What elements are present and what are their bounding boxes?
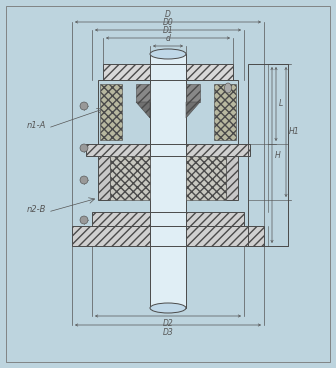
Polygon shape bbox=[136, 102, 150, 118]
Bar bbox=[98, 156, 110, 200]
Bar bbox=[92, 212, 150, 226]
Polygon shape bbox=[186, 102, 200, 118]
Text: D: D bbox=[165, 10, 171, 19]
Bar bbox=[186, 80, 238, 150]
Text: d: d bbox=[166, 34, 170, 43]
Text: L: L bbox=[279, 99, 283, 109]
Bar bbox=[186, 226, 264, 246]
Bar bbox=[186, 212, 244, 226]
Bar bbox=[103, 64, 150, 80]
Ellipse shape bbox=[80, 144, 88, 152]
Ellipse shape bbox=[80, 102, 88, 110]
Bar bbox=[226, 156, 238, 200]
Bar bbox=[248, 64, 288, 246]
Text: D0: D0 bbox=[163, 18, 173, 27]
Text: n2-B: n2-B bbox=[27, 205, 46, 215]
Bar bbox=[150, 54, 186, 308]
Ellipse shape bbox=[80, 176, 88, 184]
Text: D3: D3 bbox=[163, 328, 173, 337]
Bar bbox=[136, 84, 150, 102]
Bar bbox=[72, 226, 150, 246]
Text: n1-A: n1-A bbox=[27, 121, 46, 131]
Bar bbox=[186, 64, 233, 80]
Ellipse shape bbox=[150, 49, 186, 59]
Bar bbox=[214, 84, 236, 140]
Text: D2: D2 bbox=[163, 319, 173, 328]
Bar bbox=[100, 84, 122, 140]
Bar bbox=[150, 226, 186, 246]
Bar bbox=[150, 64, 186, 80]
Bar bbox=[150, 144, 186, 156]
Text: H: H bbox=[275, 151, 281, 159]
Bar bbox=[98, 80, 150, 150]
Bar bbox=[186, 84, 200, 102]
Ellipse shape bbox=[150, 303, 186, 313]
Bar bbox=[86, 144, 150, 156]
Bar bbox=[150, 212, 186, 226]
Bar bbox=[186, 144, 250, 156]
Text: D1: D1 bbox=[163, 26, 173, 35]
Ellipse shape bbox=[224, 83, 232, 93]
Bar bbox=[110, 156, 150, 200]
Bar bbox=[186, 156, 226, 200]
Text: H1: H1 bbox=[289, 127, 300, 137]
Ellipse shape bbox=[80, 216, 88, 224]
